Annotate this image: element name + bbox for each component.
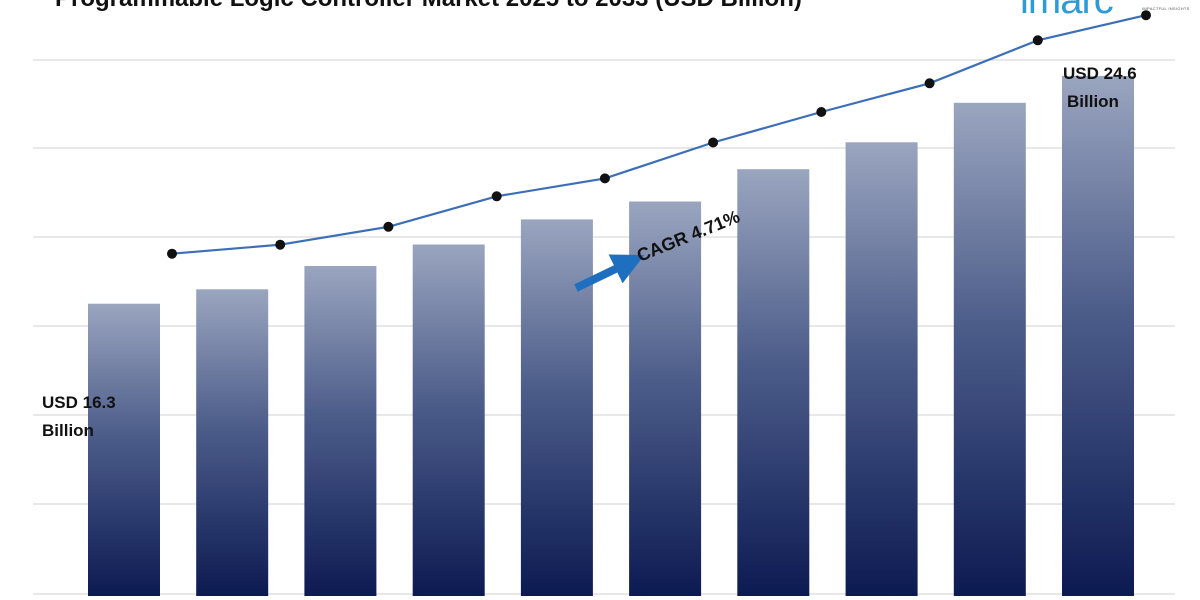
trend-marker-2031 bbox=[816, 107, 827, 117]
trend-marker-2030 bbox=[708, 137, 719, 148]
trend-marker-2027 bbox=[383, 221, 394, 232]
imarc-logo: imarc bbox=[1020, 0, 1114, 22]
bar-2032 bbox=[845, 142, 918, 597]
bar-2027 bbox=[304, 266, 377, 596]
bar-2025 bbox=[88, 303, 160, 596]
bar-2033 bbox=[953, 102, 1026, 597]
bars bbox=[88, 75, 1134, 597]
bar-2031 bbox=[737, 169, 810, 596]
trend-line bbox=[171, 14, 1147, 255]
end-value-label: USD 24.6 Billion bbox=[1063, 60, 1137, 116]
trend-marker-2032 bbox=[924, 78, 935, 89]
bar-2026 bbox=[196, 289, 269, 596]
end-value-unit: Billion bbox=[1067, 92, 1119, 111]
bar-2028 bbox=[412, 244, 485, 596]
cagr-arrow-icon bbox=[574, 254, 645, 292]
logo-tagline: IMPACTFUL INSIGHTS bbox=[1142, 6, 1190, 11]
chart-title: Programmable Logic Controller Market 202… bbox=[55, 0, 955, 14]
trend-marker-2028 bbox=[491, 191, 502, 202]
trend-marker-2034 bbox=[1141, 10, 1151, 21]
start-value-label: USD 16.3 Billion bbox=[42, 389, 116, 445]
start-value-unit: Billion bbox=[42, 421, 94, 440]
trend-line-group bbox=[167, 10, 1151, 259]
end-value-amount: USD 24.6 bbox=[1063, 64, 1137, 83]
start-value-amount: USD 16.3 bbox=[42, 393, 116, 412]
trend-marker-2025 bbox=[167, 248, 177, 259]
trend-marker-2026 bbox=[275, 239, 286, 250]
bar-2029 bbox=[520, 219, 593, 596]
trend-marker-2033 bbox=[1032, 35, 1043, 46]
trend-marker-2029 bbox=[599, 173, 610, 184]
bar-2034 bbox=[1062, 75, 1134, 596]
